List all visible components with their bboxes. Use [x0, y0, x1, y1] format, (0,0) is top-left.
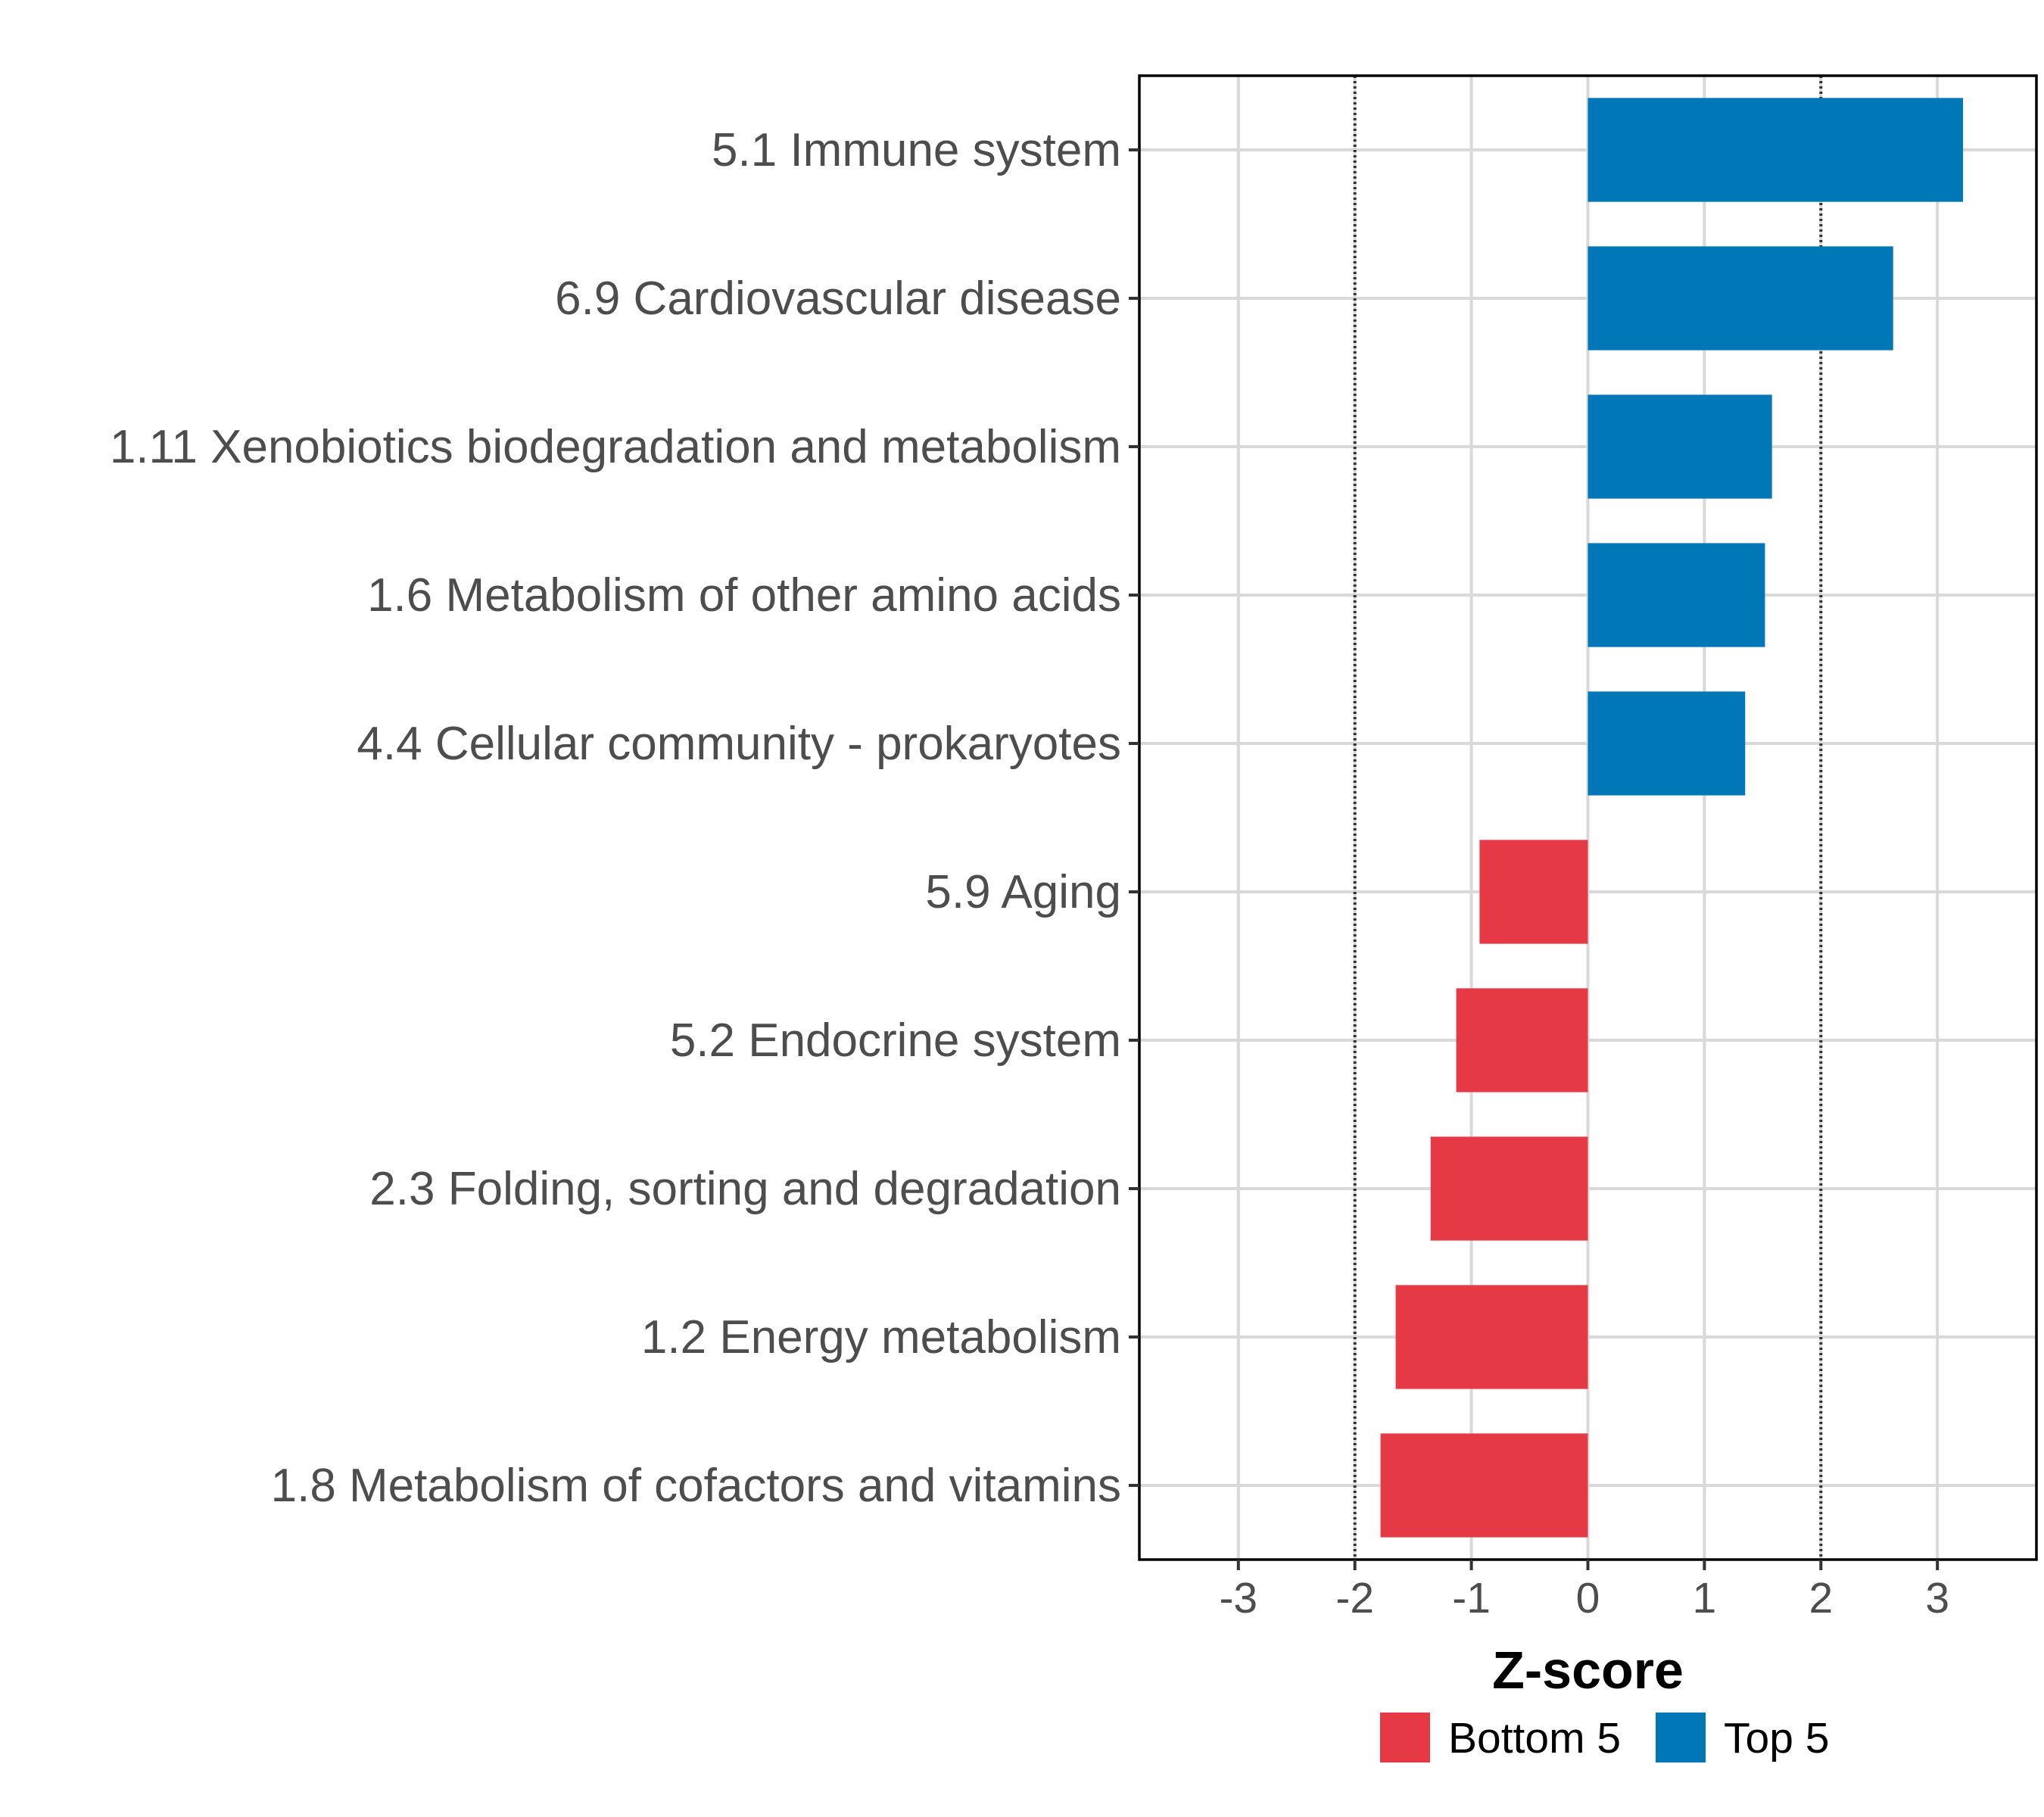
- y-tick-label-6: 5.2 Endocrine system: [670, 1014, 1121, 1067]
- y-tick-label-7: 2.3 Folding, sorting and degradation: [369, 1163, 1121, 1215]
- x-tick-label-0: -3: [1219, 1574, 1257, 1622]
- legend-label-1: Top 5: [1724, 1714, 1829, 1762]
- y-tick-label-2: 1.11 Xenobiotics biodegradation and meta…: [110, 421, 1121, 473]
- bar-8: [1395, 1285, 1588, 1389]
- x-tick-label-2: -1: [1452, 1574, 1491, 1622]
- y-tick-label-3: 1.6 Metabolism of other amino acids: [367, 569, 1121, 622]
- y-tick-label-8: 1.2 Energy metabolism: [641, 1311, 1121, 1364]
- bar-3: [1588, 543, 1765, 647]
- bar-6: [1456, 988, 1588, 1092]
- legend-key-1: [1656, 1713, 1706, 1762]
- threshold-lines: [1353, 76, 1823, 1560]
- bar-5: [1479, 840, 1588, 944]
- bar-9: [1380, 1433, 1588, 1538]
- y-tick-label-0: 5.1 Immune system: [712, 124, 1121, 176]
- x-axis-title: Z-score: [1492, 1641, 1684, 1700]
- y-tick-label-5: 5.9 Aging: [925, 866, 1121, 918]
- bar-0: [1588, 98, 1964, 202]
- bars: [1380, 98, 1964, 1538]
- bar-4: [1588, 691, 1746, 796]
- bar-2: [1588, 394, 1772, 499]
- y-tick-label-9: 1.8 Metabolism of cofactors and vitamins: [271, 1460, 1121, 1512]
- bar-7: [1430, 1136, 1588, 1241]
- x-tick-label-6: 3: [1925, 1574, 1949, 1622]
- y-axis: 5.1 Immune system 6.9 Cardiovascular dise…: [110, 124, 1139, 1512]
- y-tick-label-1: 6.9 Cardiovascular disease: [555, 273, 1121, 325]
- legend: Bottom 5 Top 5: [1380, 1713, 1829, 1762]
- legend-label-0: Bottom 5: [1448, 1714, 1621, 1762]
- x-tick-label-5: 2: [1809, 1574, 1833, 1622]
- x-axis: -3 -2 -1 0 1 2 3: [1219, 1560, 1949, 1622]
- legend-key-0: [1380, 1713, 1430, 1762]
- x-tick-label-3: 0: [1576, 1574, 1600, 1622]
- x-tick-label-4: 1: [1693, 1574, 1717, 1622]
- y-tick-label-4: 4.4 Cellular community - prokaryotes: [357, 718, 1121, 770]
- bar-1: [1588, 246, 1893, 351]
- x-tick-label-1: -2: [1335, 1574, 1374, 1622]
